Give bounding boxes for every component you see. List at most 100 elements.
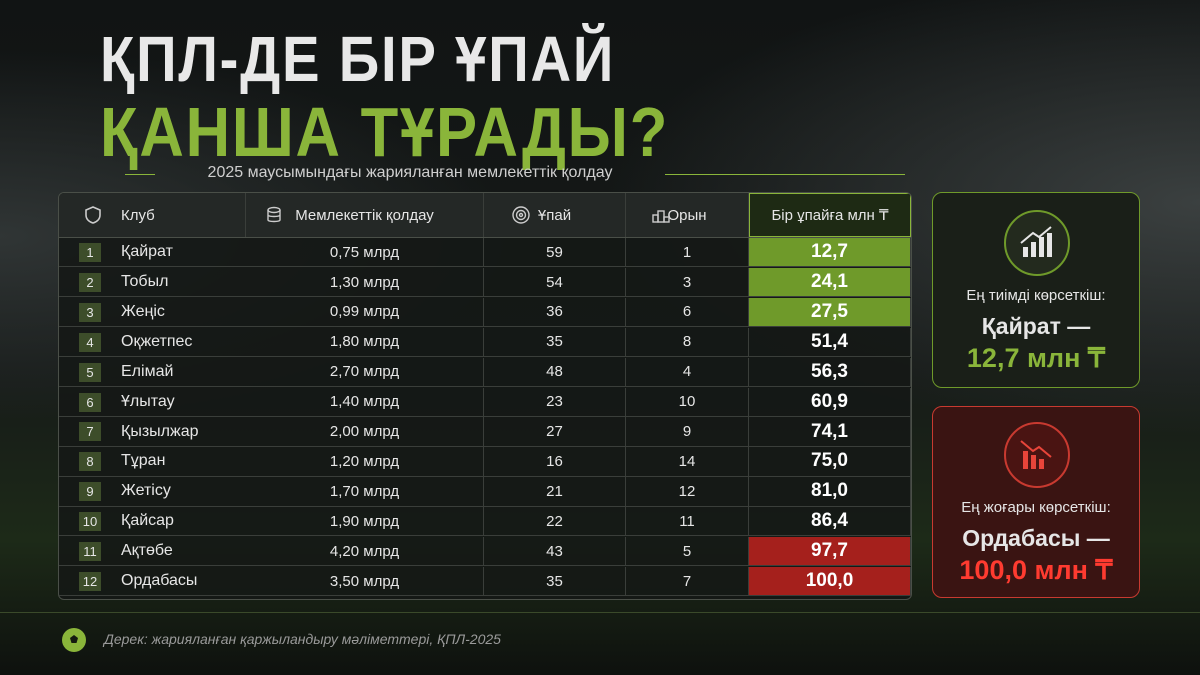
podium-icon [652, 210, 670, 223]
funding-cell: 2,70 млрд [246, 357, 484, 386]
card-club: Ордабасы — [962, 525, 1110, 551]
cost-cell: 75,0 [749, 447, 911, 476]
header-cell: Клуб [59, 193, 246, 237]
card-value: 100,0 млн ₸ [959, 555, 1113, 585]
worst-card: Ең жоғары көрсеткіш: Ордабасы — 100,0 мл… [932, 406, 1140, 598]
points-cell: 43 [484, 537, 626, 566]
rank-badge: 11 [79, 542, 101, 561]
table-row: 3 Жеңіс 0,99 млрд 36 6 27,5 [59, 297, 911, 328]
table-row: 4 Оқжетпес 1,80 млрд 35 8 51,4 [59, 327, 911, 358]
table-row: 5 Елімай 2,70 млрд 48 4 56,3 [59, 357, 911, 387]
points-cell: 27 [484, 417, 626, 446]
title: ҚПЛ-ДЕ БІР ҰПАЙ [100, 23, 616, 95]
place-cell: 9 [626, 417, 749, 446]
rank-badge: 7 [79, 422, 101, 442]
funding-cell: 1,70 млрд [246, 477, 484, 506]
points-cell: 48 [484, 357, 626, 386]
points-cell: 35 [484, 566, 626, 596]
club-name: Қайсар [121, 512, 174, 530]
club-name: Ордабасы [121, 572, 198, 590]
header-text: Мемлекеттік қолдау [295, 206, 434, 224]
shield-icon [85, 206, 101, 224]
card-label: Ең тиімді көрсеткіш: [966, 287, 1106, 304]
subtitle: 2025 маусымындағы жарияланған мемлекетті… [207, 164, 613, 181]
funding-cell: 1,80 млрд [246, 327, 484, 357]
funding-cell: 0,99 млрд [246, 297, 484, 327]
place-cell: 12 [626, 477, 749, 506]
club-name: Жеңіс [121, 302, 165, 320]
funding-cell: 0,75 млрд [246, 238, 484, 267]
points-cell: 59 [484, 238, 626, 267]
cost-cell: 51,4 [749, 327, 911, 357]
table-row: 6 Ұлытау 1,40 млрд 23 10 60,9 [59, 387, 911, 417]
club-name: Жетісу [121, 482, 171, 500]
points-cell: 54 [484, 267, 626, 297]
cost-cell: 60,9 [749, 387, 911, 416]
club-name: Ұлытау [121, 392, 175, 410]
header-cell: Орын [626, 193, 749, 237]
place-cell: 5 [626, 537, 749, 566]
place-cell: 14 [626, 447, 749, 476]
points-cell: 16 [484, 447, 626, 476]
title: ҚАНША ТҰРАДЫ? [100, 93, 670, 171]
place-cell: 1 [626, 238, 749, 267]
chart-up-icon [1004, 210, 1070, 276]
table: Клуб Мемлекеттік қолдау Ұпай Орын Бір ұп… [58, 192, 912, 600]
place-cell: 7 [626, 566, 749, 596]
header-text: Ұпай [537, 206, 572, 224]
chart-down-icon [1004, 422, 1070, 488]
club-name: Қызылжар [121, 422, 199, 440]
club-name: Тобыл [121, 273, 169, 291]
rank-badge: 3 [79, 302, 101, 322]
table-row: 8 Тұран 1,20 млрд 16 14 75,0 [59, 447, 911, 477]
header-text: Бір ұпайға млн ₸ [771, 207, 889, 224]
place-cell: 4 [626, 357, 749, 386]
points-cell: 21 [484, 477, 626, 506]
points-cell: 23 [484, 387, 626, 416]
table-row: 1 Қайрат 0,75 млрд 59 1 12,7 [59, 238, 911, 268]
cost-cell: 27,5 [749, 297, 911, 327]
rank-badge: 12 [79, 571, 101, 591]
funding-cell: 2,00 млрд [246, 417, 484, 446]
card-label: Ең жоғары көрсеткіш: [961, 499, 1111, 516]
club-name: Қайрат [121, 243, 173, 261]
cost-cell: 24,1 [749, 267, 911, 297]
cost-cell: 74,1 [749, 417, 911, 446]
header-cell: Бір ұпайға млн ₸ [749, 193, 911, 237]
header-row: Клуб Мемлекеттік қолдау Ұпай Орын Бір ұп… [59, 193, 911, 238]
cost-cell: 86,4 [749, 507, 911, 536]
points-cell: 22 [484, 507, 626, 536]
funding-cell: 1,30 млрд [246, 267, 484, 297]
rank-badge: 4 [79, 332, 101, 352]
rank-badge: 8 [79, 452, 101, 472]
header-text: Клуб [121, 206, 155, 224]
rank-badge: 1 [79, 243, 101, 262]
rank-badge: 6 [79, 392, 101, 412]
header-text: Орын [667, 206, 707, 224]
place-cell: 11 [626, 507, 749, 536]
card-value: 12,7 млн ₸ [966, 343, 1106, 373]
cost-cell: 56,3 [749, 357, 911, 386]
funding-cell: 1,40 млрд [246, 387, 484, 416]
divider [665, 174, 905, 175]
funding-cell: 3,50 млрд [246, 566, 484, 596]
funding-cell: 1,90 млрд [246, 507, 484, 536]
points-cell: 36 [484, 297, 626, 327]
points-cell: 35 [484, 327, 626, 357]
table-row: 10 Қайсар 1,90 млрд 22 11 86,4 [59, 507, 911, 537]
header-cell: Ұпай [484, 193, 626, 237]
place-cell: 10 [626, 387, 749, 416]
cost-cell: 97,7 [749, 537, 911, 566]
coins-icon [267, 206, 281, 223]
cost-cell: 81,0 [749, 477, 911, 506]
table-row: 2 Тобыл 1,30 млрд 54 3 24,1 [59, 267, 911, 298]
cost-cell: 12,7 [749, 238, 911, 267]
place-cell: 6 [626, 297, 749, 327]
funding-cell: 4,20 млрд [246, 537, 484, 566]
place-cell: 3 [626, 267, 749, 297]
divider [125, 174, 155, 175]
rank-badge: 10 [79, 512, 101, 532]
club-name: Оқжетпес [121, 332, 193, 350]
table-row: 12 Ордабасы 3,50 млрд 35 7 100,0 [59, 566, 911, 597]
table-row: 9 Жетісу 1,70 млрд 21 12 81,0 [59, 477, 911, 507]
